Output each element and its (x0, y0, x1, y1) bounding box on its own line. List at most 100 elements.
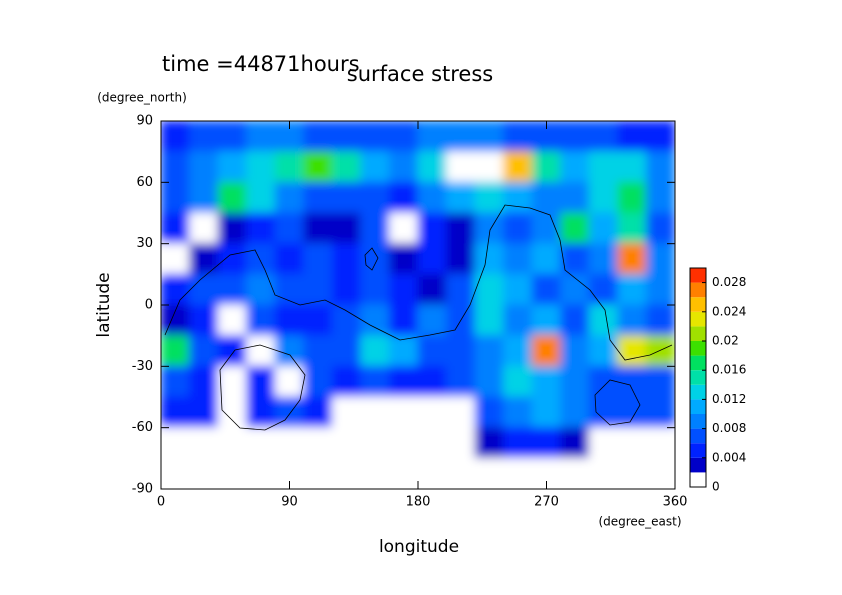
cell (446, 427, 476, 459)
cell (331, 151, 362, 183)
colorbar-band (690, 297, 706, 312)
cell (560, 121, 590, 153)
cell (474, 396, 505, 429)
cell (274, 396, 305, 429)
colorbar-band (690, 311, 706, 327)
cell (246, 151, 276, 183)
cell (217, 304, 248, 337)
colorbar-band (690, 355, 706, 371)
cell (560, 273, 590, 306)
y-tick-label: -30 (132, 359, 153, 374)
cell (360, 151, 390, 183)
colorbar-band (690, 414, 706, 429)
cell (617, 335, 647, 367)
cell (217, 365, 248, 398)
cell (531, 396, 562, 429)
cell (417, 365, 448, 398)
cell (360, 273, 390, 306)
cell (274, 304, 305, 337)
cell (617, 212, 647, 245)
cell (331, 457, 362, 489)
colorbar-tick-label: 0.016 (712, 363, 746, 377)
cell (331, 304, 362, 337)
cell (246, 273, 276, 306)
cell (617, 151, 647, 183)
cell (446, 273, 476, 306)
cell (417, 335, 448, 367)
cell (161, 457, 191, 489)
cell (560, 212, 590, 245)
cell (360, 121, 390, 153)
cell (446, 365, 476, 398)
cell (588, 304, 619, 337)
cell (531, 335, 562, 367)
cell (189, 304, 219, 337)
y-units: (degree_north) (97, 91, 187, 105)
cell (303, 151, 333, 183)
colorbar-band (690, 326, 706, 341)
cell (417, 273, 448, 306)
cell (217, 121, 248, 153)
cell (274, 181, 305, 214)
cell (417, 212, 448, 245)
cell (417, 151, 448, 183)
cell (588, 181, 619, 214)
cell (303, 396, 333, 429)
cell (360, 365, 390, 398)
cell (217, 243, 248, 275)
cell (588, 243, 619, 275)
cell (360, 243, 390, 275)
colorbar-band (690, 370, 706, 385)
cell (588, 273, 619, 306)
cell (274, 243, 305, 275)
cell (388, 427, 419, 459)
cell (189, 212, 219, 245)
cell (474, 151, 505, 183)
colorbar-band (690, 472, 706, 487)
cell (388, 457, 419, 489)
coastline (364, 247, 379, 271)
cell (531, 273, 562, 306)
cell (503, 181, 533, 214)
cell (503, 396, 533, 429)
cell (331, 396, 362, 429)
cell (217, 151, 248, 183)
cell (360, 181, 390, 214)
cell (388, 243, 419, 275)
cell (503, 121, 533, 153)
x-tick-label: 360 (663, 495, 688, 510)
cell (503, 457, 533, 489)
annotation: time =44871hours (162, 52, 360, 76)
cell (645, 427, 675, 459)
cell (274, 212, 305, 245)
cell (388, 121, 419, 153)
colorbar-tick-label: 0.02 (712, 334, 739, 348)
cell (503, 243, 533, 275)
cell (474, 365, 505, 398)
colorbar-tick-label: 0 (712, 480, 720, 494)
cell (645, 304, 675, 337)
cell (360, 212, 390, 245)
cell (446, 181, 476, 214)
colorbar: 0 0.004 0.008 0.012 0.016 0.02 0.024 0.028 (689, 267, 746, 494)
cell (617, 121, 647, 153)
cell (246, 365, 276, 398)
cell (617, 427, 647, 459)
cell (189, 457, 219, 489)
cell (360, 335, 390, 367)
x-tick-label: 180 (406, 495, 431, 510)
cell (503, 151, 533, 183)
cell (645, 121, 675, 153)
cell (560, 151, 590, 183)
y-tick-label: 0 (145, 298, 153, 313)
colorbar-band (690, 457, 706, 473)
y-tick-label: -90 (132, 482, 153, 497)
x-tick-label: 90 (281, 495, 298, 510)
cell (560, 365, 590, 398)
cell (531, 427, 562, 459)
cell (246, 121, 276, 153)
cell (246, 396, 276, 429)
y-tick-label: 90 (136, 114, 153, 129)
cell (360, 304, 390, 337)
